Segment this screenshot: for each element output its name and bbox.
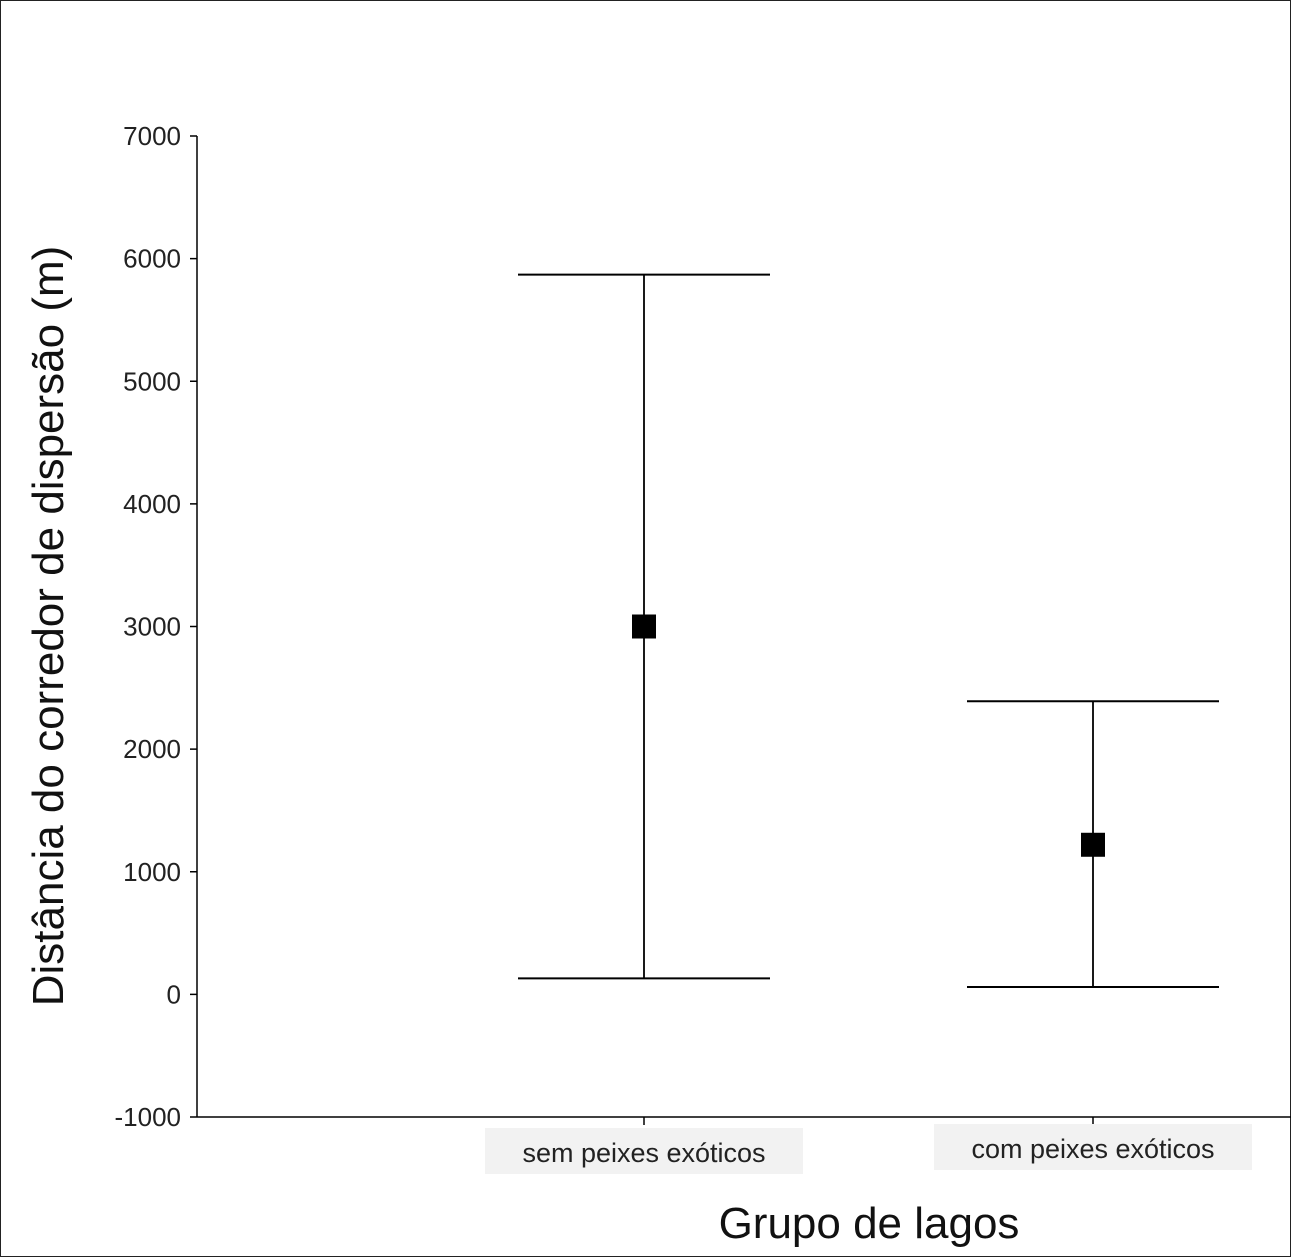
y-axis-title: Distância do corredor de dispersão (m) xyxy=(24,246,73,1007)
y-tick-label: 2000 xyxy=(123,734,181,764)
mean-marker xyxy=(632,614,656,639)
x-tick-label-background xyxy=(934,1124,1252,1170)
y-tick-label: 6000 xyxy=(123,244,181,274)
y-tick-label: 3000 xyxy=(123,612,181,642)
x-tick-label-background xyxy=(485,1128,803,1174)
y-tick-label: 5000 xyxy=(123,366,181,396)
x-ticks: sem peixes exóticos com peixes exóticos xyxy=(485,1117,1252,1174)
y-tick-label: 1000 xyxy=(123,857,181,887)
axes xyxy=(196,136,1291,1118)
x-tick-label: com peixes exóticos xyxy=(971,1134,1214,1164)
y-tick-label: 7000 xyxy=(123,121,181,151)
data-marks xyxy=(518,273,1219,989)
y-tick-label: 4000 xyxy=(123,489,181,519)
x-tick-label: sem peixes exóticos xyxy=(522,1138,765,1168)
y-tick-label: -1000 xyxy=(115,1102,182,1132)
y-tick-label: 0 xyxy=(167,979,181,1009)
y-ticks: -1000 0 1000 2000 3000 4000 5000 6000 7000 xyxy=(115,121,197,1132)
x-axis-title: Grupo de lagos xyxy=(719,1199,1020,1248)
mean-marker xyxy=(1081,832,1105,857)
